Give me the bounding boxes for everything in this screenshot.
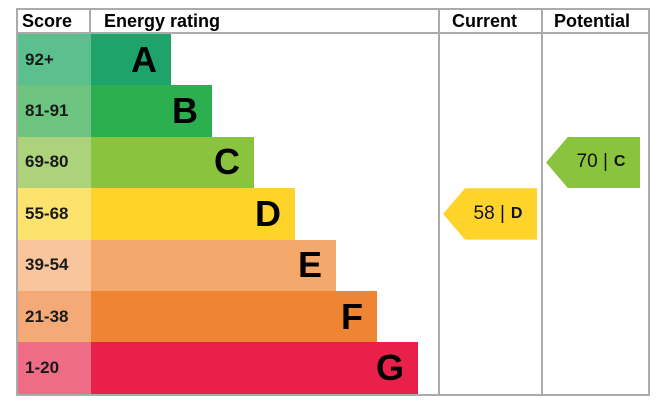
potential-rating-band: C <box>613 153 626 171</box>
frame-bottom <box>16 394 650 396</box>
frame-col-score <box>89 8 91 34</box>
current-rating-arrow: 58 | D <box>443 188 537 240</box>
current-rating-value: 58 | <box>473 202 505 224</box>
band-score-b: 81-91 <box>18 85 91 137</box>
frame-left <box>16 8 18 396</box>
header-energy-rating: Energy rating <box>104 11 221 31</box>
band-bar-b: B <box>91 85 212 137</box>
band-score-d: 55-68 <box>18 188 91 240</box>
band-score-a: 92+ <box>18 34 91 86</box>
band-score-g: 1-20 <box>18 342 91 394</box>
header-potential: Potential <box>554 11 631 31</box>
potential-rating-arrow: 70 | C <box>546 136 640 189</box>
band-bar-f: F <box>91 291 377 343</box>
band-score-c: 69-80 <box>18 136 91 189</box>
header-current: Current <box>452 11 518 31</box>
band-bar-e: E <box>91 239 336 291</box>
frame-col-potential <box>541 8 543 396</box>
frame-right <box>648 8 650 396</box>
band-bar-a: A <box>91 34 171 86</box>
frame-header-bottom <box>16 32 650 34</box>
frame-col-current <box>438 8 440 396</box>
current-rating-band: D <box>510 204 523 222</box>
header-score: Score <box>22 11 73 31</box>
frame-top <box>16 8 650 10</box>
potential-rating-value: 70 | <box>576 151 608 173</box>
band-bar-g: G <box>91 342 418 394</box>
band-score-f: 21-38 <box>18 291 91 343</box>
band-score-e: 39-54 <box>18 239 91 291</box>
band-bar-d: D <box>91 188 295 240</box>
band-bar-c: C <box>91 136 254 189</box>
